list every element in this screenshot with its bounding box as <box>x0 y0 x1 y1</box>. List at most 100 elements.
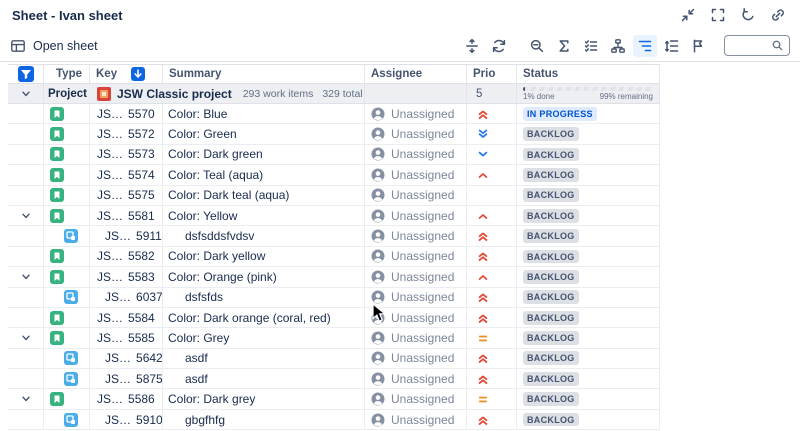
undo-icon[interactable] <box>736 4 760 26</box>
assignee-cell[interactable]: Unassigned <box>365 104 467 124</box>
refresh-icon[interactable] <box>487 35 511 57</box>
priority-cell[interactable] <box>467 287 517 307</box>
table-row[interactable]: JS… 5583 Color: Orange (pink) Unassigned BAC… <box>8 267 660 288</box>
status-cell[interactable]: BACKLOG <box>517 328 660 348</box>
table-row[interactable]: JS… 5875 asdf Unassigned BACKLOG <box>8 369 660 390</box>
assignee-cell[interactable]: Unassigned <box>365 205 467 226</box>
priority-cell[interactable] <box>467 409 517 430</box>
issue-summary[interactable]: asdf <box>163 369 365 389</box>
issue-summary[interactable]: Color: Dark yellow <box>163 246 365 267</box>
row-gutter[interactable] <box>8 389 44 409</box>
table-row[interactable]: JS… 5585 Color: Grey Unassigned BACKLOG <box>8 328 660 349</box>
sort-desc-icon[interactable] <box>131 67 146 81</box>
row-gutter[interactable] <box>8 328 44 348</box>
issue-key[interactable]: JS… 5911 <box>90 226 163 246</box>
open-sheet-button[interactable]: Open sheet <box>10 38 98 54</box>
priority-cell[interactable] <box>467 348 517 369</box>
chevron-down-icon[interactable] <box>21 211 31 221</box>
issue-summary[interactable]: Color: Dark grey <box>163 389 365 409</box>
status-cell[interactable]: BACKLOG <box>517 185 660 205</box>
issue-key[interactable]: JS… 5875 <box>90 369 163 389</box>
status-cell[interactable]: BACKLOG <box>517 307 660 328</box>
link-icon[interactable] <box>766 4 790 26</box>
issue-key[interactable]: JS… 5570 <box>90 104 163 124</box>
assignee-cell[interactable]: Unassigned <box>365 246 467 267</box>
expand-rows-icon[interactable] <box>460 35 484 57</box>
type-column-header[interactable]: Type <box>44 65 90 83</box>
issue-key[interactable]: JS… 5910 <box>90 409 163 430</box>
table-row[interactable]: JS… 5910 gbgfhfg Unassigned BACKLOG <box>8 409 660 431</box>
table-row[interactable]: JS… 5582 Color: Dark yellow Unassigned BACKL… <box>8 246 660 268</box>
assignee-cell[interactable]: Unassigned <box>365 409 467 430</box>
status-cell[interactable]: BACKLOG <box>517 389 660 409</box>
assignee-cell[interactable]: Unassigned <box>365 348 467 369</box>
group-by-icon[interactable] <box>606 35 630 57</box>
table-row[interactable]: JS… 6037 dsfsfds Unassigned BACKLOG <box>8 287 660 308</box>
issue-key[interactable]: JS… 5574 <box>90 165 163 185</box>
table-row[interactable]: JS… 5586 Color: Dark grey Unassigned BACKLOG <box>8 389 660 410</box>
issue-key[interactable]: JS… 5573 <box>90 144 163 165</box>
search-input[interactable] <box>730 39 768 52</box>
status-cell[interactable]: BACKLOG <box>517 348 660 369</box>
issue-key[interactable]: JS… 5642 <box>90 348 163 369</box>
row-gutter[interactable] <box>8 267 44 287</box>
issue-key[interactable]: JS… 5584 <box>90 307 163 328</box>
key-column-header[interactable]: Key <box>90 65 163 83</box>
table-row[interactable]: JS… 5911 dsfsddsfvdsv Unassigned BACKLOG <box>8 226 660 247</box>
collapse-icon[interactable] <box>676 4 700 26</box>
priority-cell[interactable] <box>467 165 517 185</box>
assignee-cell[interactable]: Unassigned <box>365 124 467 144</box>
table-row[interactable]: JS… 5575 Color: Dark teal (aqua) Unassigned… <box>8 185 660 206</box>
issue-key[interactable]: JS… 5583 <box>90 267 163 287</box>
issue-summary[interactable]: dsfsfds <box>163 287 365 307</box>
issue-summary[interactable]: Color: Orange (pink) <box>163 267 365 287</box>
issue-summary[interactable]: Color: Yellow <box>163 205 365 226</box>
priority-cell[interactable] <box>467 185 517 205</box>
issue-key[interactable]: JS… 5575 <box>90 185 163 205</box>
search-box[interactable] <box>724 35 790 56</box>
row-height-icon[interactable] <box>660 35 684 57</box>
issue-summary[interactable]: Color: Dark orange (coral, red) <box>163 307 365 328</box>
issue-summary[interactable]: asdf <box>163 348 365 369</box>
prio-column-header[interactable]: Prio <box>467 65 517 83</box>
sum-icon[interactable] <box>552 35 576 57</box>
assignee-cell[interactable]: Unassigned <box>365 267 467 287</box>
priority-cell[interactable] <box>467 144 517 165</box>
issue-key[interactable]: JS… 6037 <box>90 287 163 307</box>
filter-header-cell[interactable] <box>8 65 44 83</box>
status-cell[interactable]: BACKLOG <box>517 409 660 430</box>
fullscreen-icon[interactable] <box>706 4 730 26</box>
assignee-cell[interactable]: Unassigned <box>365 389 467 409</box>
issue-summary[interactable]: Color: Dark teal (aqua) <box>163 185 365 205</box>
summary-column-header[interactable]: Summary <box>163 65 365 83</box>
issue-summary[interactable]: Color: Grey <box>163 328 365 348</box>
priority-cell[interactable] <box>467 328 517 348</box>
flag-icon[interactable] <box>687 35 711 57</box>
table-row[interactable]: JS… 5581 Color: Yellow Unassigned BACKLOG <box>8 205 660 227</box>
issue-summary[interactable]: Color: Teal (aqua) <box>163 165 365 185</box>
assignee-column-header[interactable]: Assignee <box>365 65 467 83</box>
priority-cell[interactable] <box>467 226 517 246</box>
assignee-cell[interactable]: Unassigned <box>365 287 467 307</box>
issue-key[interactable]: JS… 5582 <box>90 246 163 267</box>
status-cell[interactable]: BACKLOG <box>517 246 660 267</box>
search-issues-icon[interactable] <box>525 35 549 57</box>
issue-summary[interactable]: Color: Dark green <box>163 144 365 165</box>
assignee-cell[interactable]: Unassigned <box>365 328 467 348</box>
priority-cell[interactable] <box>467 205 517 226</box>
status-cell[interactable]: BACKLOG <box>517 226 660 246</box>
chevron-down-icon[interactable] <box>21 272 31 282</box>
table-row[interactable]: JS… 5570 Color: Blue Unassigned IN PROGRESS <box>8 104 660 125</box>
chevron-down-icon[interactable] <box>21 394 31 404</box>
priority-cell[interactable] <box>467 389 517 409</box>
priority-cell[interactable] <box>467 267 517 287</box>
table-row[interactable]: JS… 5573 Color: Dark green Unassigned BACKLO… <box>8 144 660 166</box>
table-row[interactable]: JS… 5584 Color: Dark orange (coral, red) Un… <box>8 307 660 329</box>
status-cell[interactable]: BACKLOG <box>517 124 660 144</box>
row-gutter[interactable] <box>8 205 44 226</box>
status-cell[interactable]: IN PROGRESS <box>517 104 660 124</box>
assignee-cell[interactable]: Unassigned <box>365 165 467 185</box>
checklist-icon[interactable] <box>579 35 603 57</box>
table-row[interactable]: JS… 5574 Color: Teal (aqua) Unassigned BACKL… <box>8 165 660 186</box>
priority-cell[interactable] <box>467 124 517 144</box>
